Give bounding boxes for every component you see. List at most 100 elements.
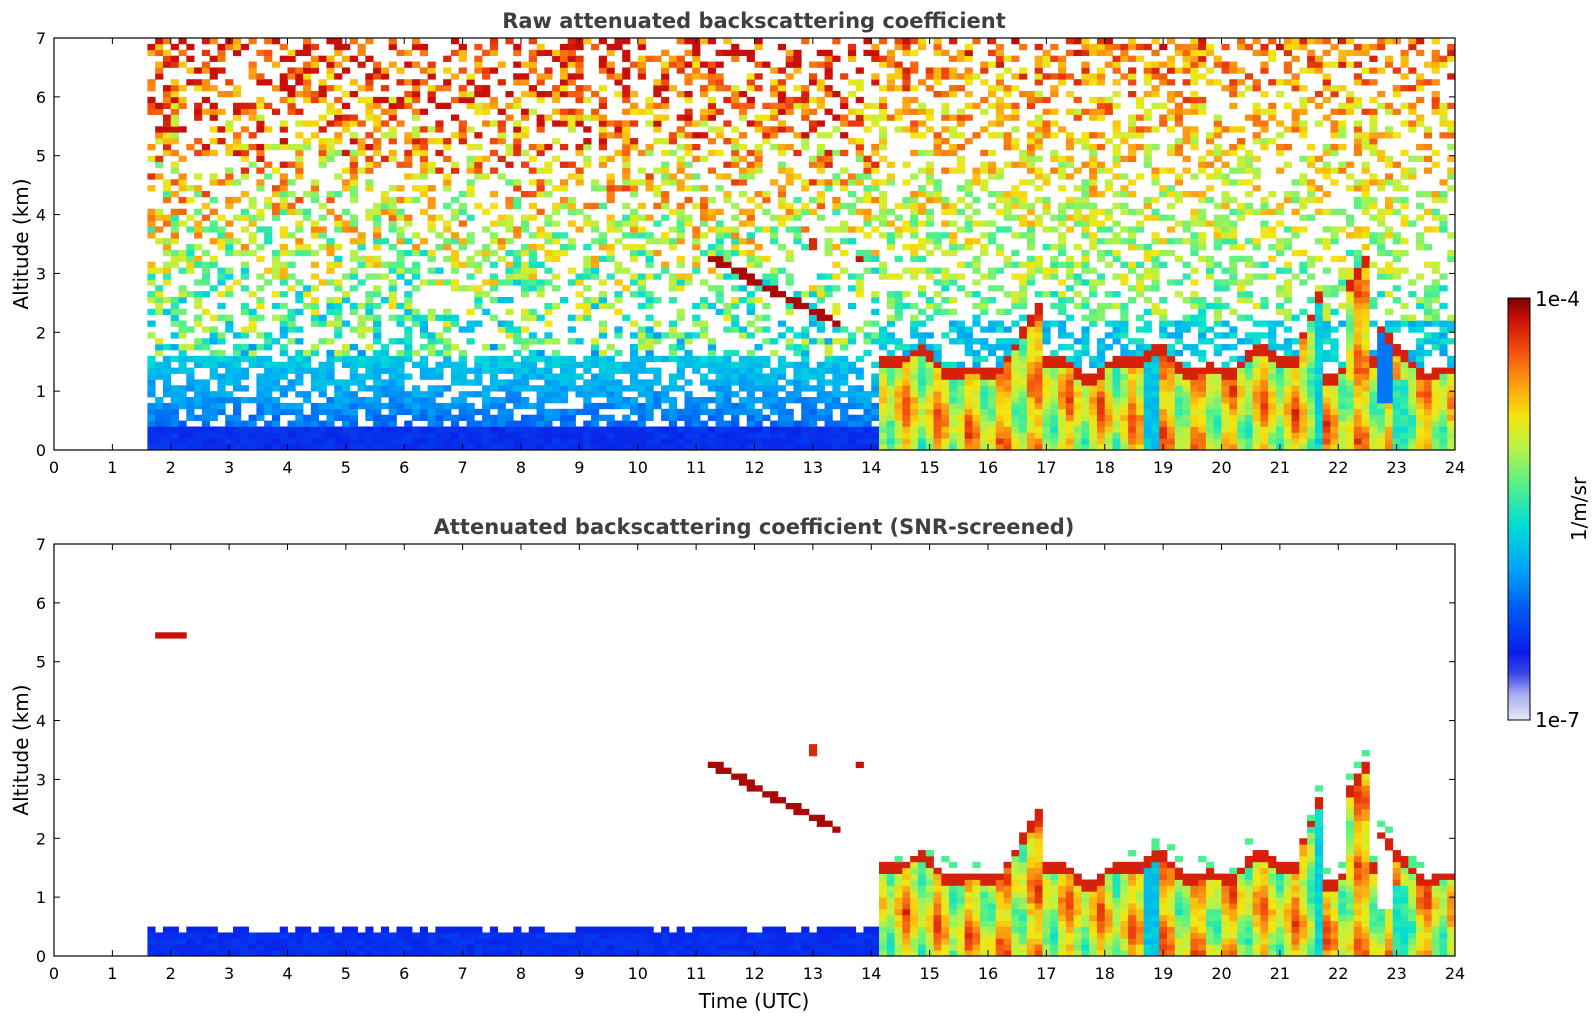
heatmap-cell <box>505 226 514 233</box>
heatmap-cell <box>178 296 187 304</box>
heatmap-cell <box>1058 438 1067 445</box>
heatmap-cell <box>528 438 537 445</box>
heatmap-cell <box>162 132 172 139</box>
heatmap-cell <box>443 314 452 321</box>
heatmap-cell <box>373 361 382 368</box>
heatmap-cell <box>466 126 475 133</box>
heatmap-cell <box>419 167 428 174</box>
heatmap-cell <box>404 173 413 180</box>
heatmap-cell <box>731 408 740 416</box>
heatmap-cell <box>303 444 312 450</box>
heatmap-cell <box>591 255 600 263</box>
heatmap-cell <box>886 302 895 310</box>
heatmap-cell <box>1081 61 1090 68</box>
heatmap-cell <box>217 267 226 274</box>
heatmap-cell <box>419 173 428 180</box>
heatmap-cell <box>427 344 436 351</box>
heatmap-cell <box>964 391 973 398</box>
heatmap-cell <box>521 220 530 227</box>
heatmap-cell <box>1120 302 1129 310</box>
heatmap-cell <box>1081 385 1090 392</box>
heatmap-cell <box>256 102 265 110</box>
heatmap-cell <box>528 108 537 115</box>
heatmap-cell <box>489 426 499 433</box>
heatmap-cell <box>528 361 537 368</box>
heatmap-cell <box>1112 255 1121 263</box>
heatmap-cell <box>396 397 405 404</box>
heatmap-cell <box>1019 149 1028 157</box>
heatmap-cell <box>902 385 911 392</box>
heatmap-cell <box>894 402 903 410</box>
heatmap-cell <box>544 167 553 174</box>
heatmap-cell <box>1096 208 1106 215</box>
heatmap-cell <box>598 67 608 74</box>
heatmap-cell <box>910 108 919 115</box>
heatmap-cell <box>1112 373 1121 380</box>
heatmap-cell <box>583 397 592 404</box>
heatmap-cell <box>505 444 514 450</box>
heatmap-cell <box>497 61 506 68</box>
heatmap-cell <box>1089 173 1098 180</box>
heatmap-cell <box>170 420 179 427</box>
heatmap-cell <box>349 191 358 198</box>
heatmap-cell <box>676 338 685 345</box>
heatmap-cell <box>606 379 615 386</box>
heatmap-cell <box>256 344 265 351</box>
heatmap-cell <box>435 367 444 374</box>
heatmap-cell <box>162 38 172 45</box>
heatmap-cell <box>707 226 716 233</box>
heatmap-cell <box>186 255 195 263</box>
heatmap-cell <box>373 102 382 110</box>
heatmap-cell <box>941 426 950 433</box>
heatmap-cell <box>941 285 950 292</box>
heatmap-cell <box>388 373 397 380</box>
heatmap-cell <box>1026 279 1036 286</box>
heatmap-cell <box>1026 155 1036 162</box>
heatmap-cell <box>1089 291 1098 298</box>
heatmap-cell <box>956 208 966 215</box>
heatmap-cell <box>1151 414 1160 421</box>
heatmap-cell <box>949 85 958 92</box>
heatmap-cell <box>287 408 296 416</box>
heatmap-cell <box>645 185 654 192</box>
heatmap-cell <box>988 326 997 333</box>
heatmap-cell <box>349 249 358 257</box>
heatmap-cell <box>910 220 919 227</box>
heatmap-cell <box>894 408 903 416</box>
heatmap-cell <box>1143 155 1152 162</box>
heatmap-cell <box>365 385 374 392</box>
heatmap-cell <box>147 332 156 339</box>
heatmap-cell <box>474 249 483 257</box>
heatmap-cell <box>645 344 654 351</box>
heatmap-cell <box>489 261 499 268</box>
heatmap-cell <box>808 61 818 68</box>
heatmap-cell <box>723 302 732 310</box>
heatmap-cell <box>279 55 288 62</box>
heatmap-cell <box>1089 426 1098 433</box>
heatmap-cell <box>715 238 724 245</box>
heatmap-cell <box>754 261 763 268</box>
heatmap-cell <box>1151 397 1160 404</box>
heatmap-cell <box>707 426 716 433</box>
heatmap-cell <box>1135 114 1145 121</box>
heatmap-cell <box>170 367 179 374</box>
heatmap-cell <box>824 314 833 321</box>
heatmap-cell <box>521 114 530 121</box>
heatmap-cell <box>1104 138 1113 145</box>
heatmap-cell <box>458 355 467 363</box>
heatmap-cell <box>349 179 358 186</box>
heatmap-cell <box>318 226 327 233</box>
heatmap-cell <box>497 155 506 162</box>
heatmap-cell <box>482 173 491 180</box>
heatmap-cell <box>404 426 413 433</box>
heatmap-cell <box>552 385 561 392</box>
heatmap-cell <box>910 67 919 74</box>
heatmap-cell <box>575 291 584 298</box>
heatmap-cell <box>380 444 390 450</box>
heatmap-cell <box>162 414 172 421</box>
heatmap-cell <box>194 191 203 198</box>
heatmap-cell <box>1011 420 1020 427</box>
heatmap-cell <box>1073 79 1082 86</box>
heatmap-cell <box>240 308 249 316</box>
heatmap-cell <box>731 249 740 257</box>
